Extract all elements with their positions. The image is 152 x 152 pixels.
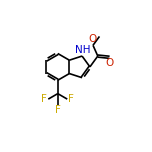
Text: F: F (68, 94, 74, 104)
Text: F: F (41, 94, 47, 104)
Text: O: O (88, 34, 96, 44)
Text: F: F (55, 105, 61, 115)
Text: NH: NH (75, 45, 91, 55)
Text: O: O (105, 58, 114, 68)
